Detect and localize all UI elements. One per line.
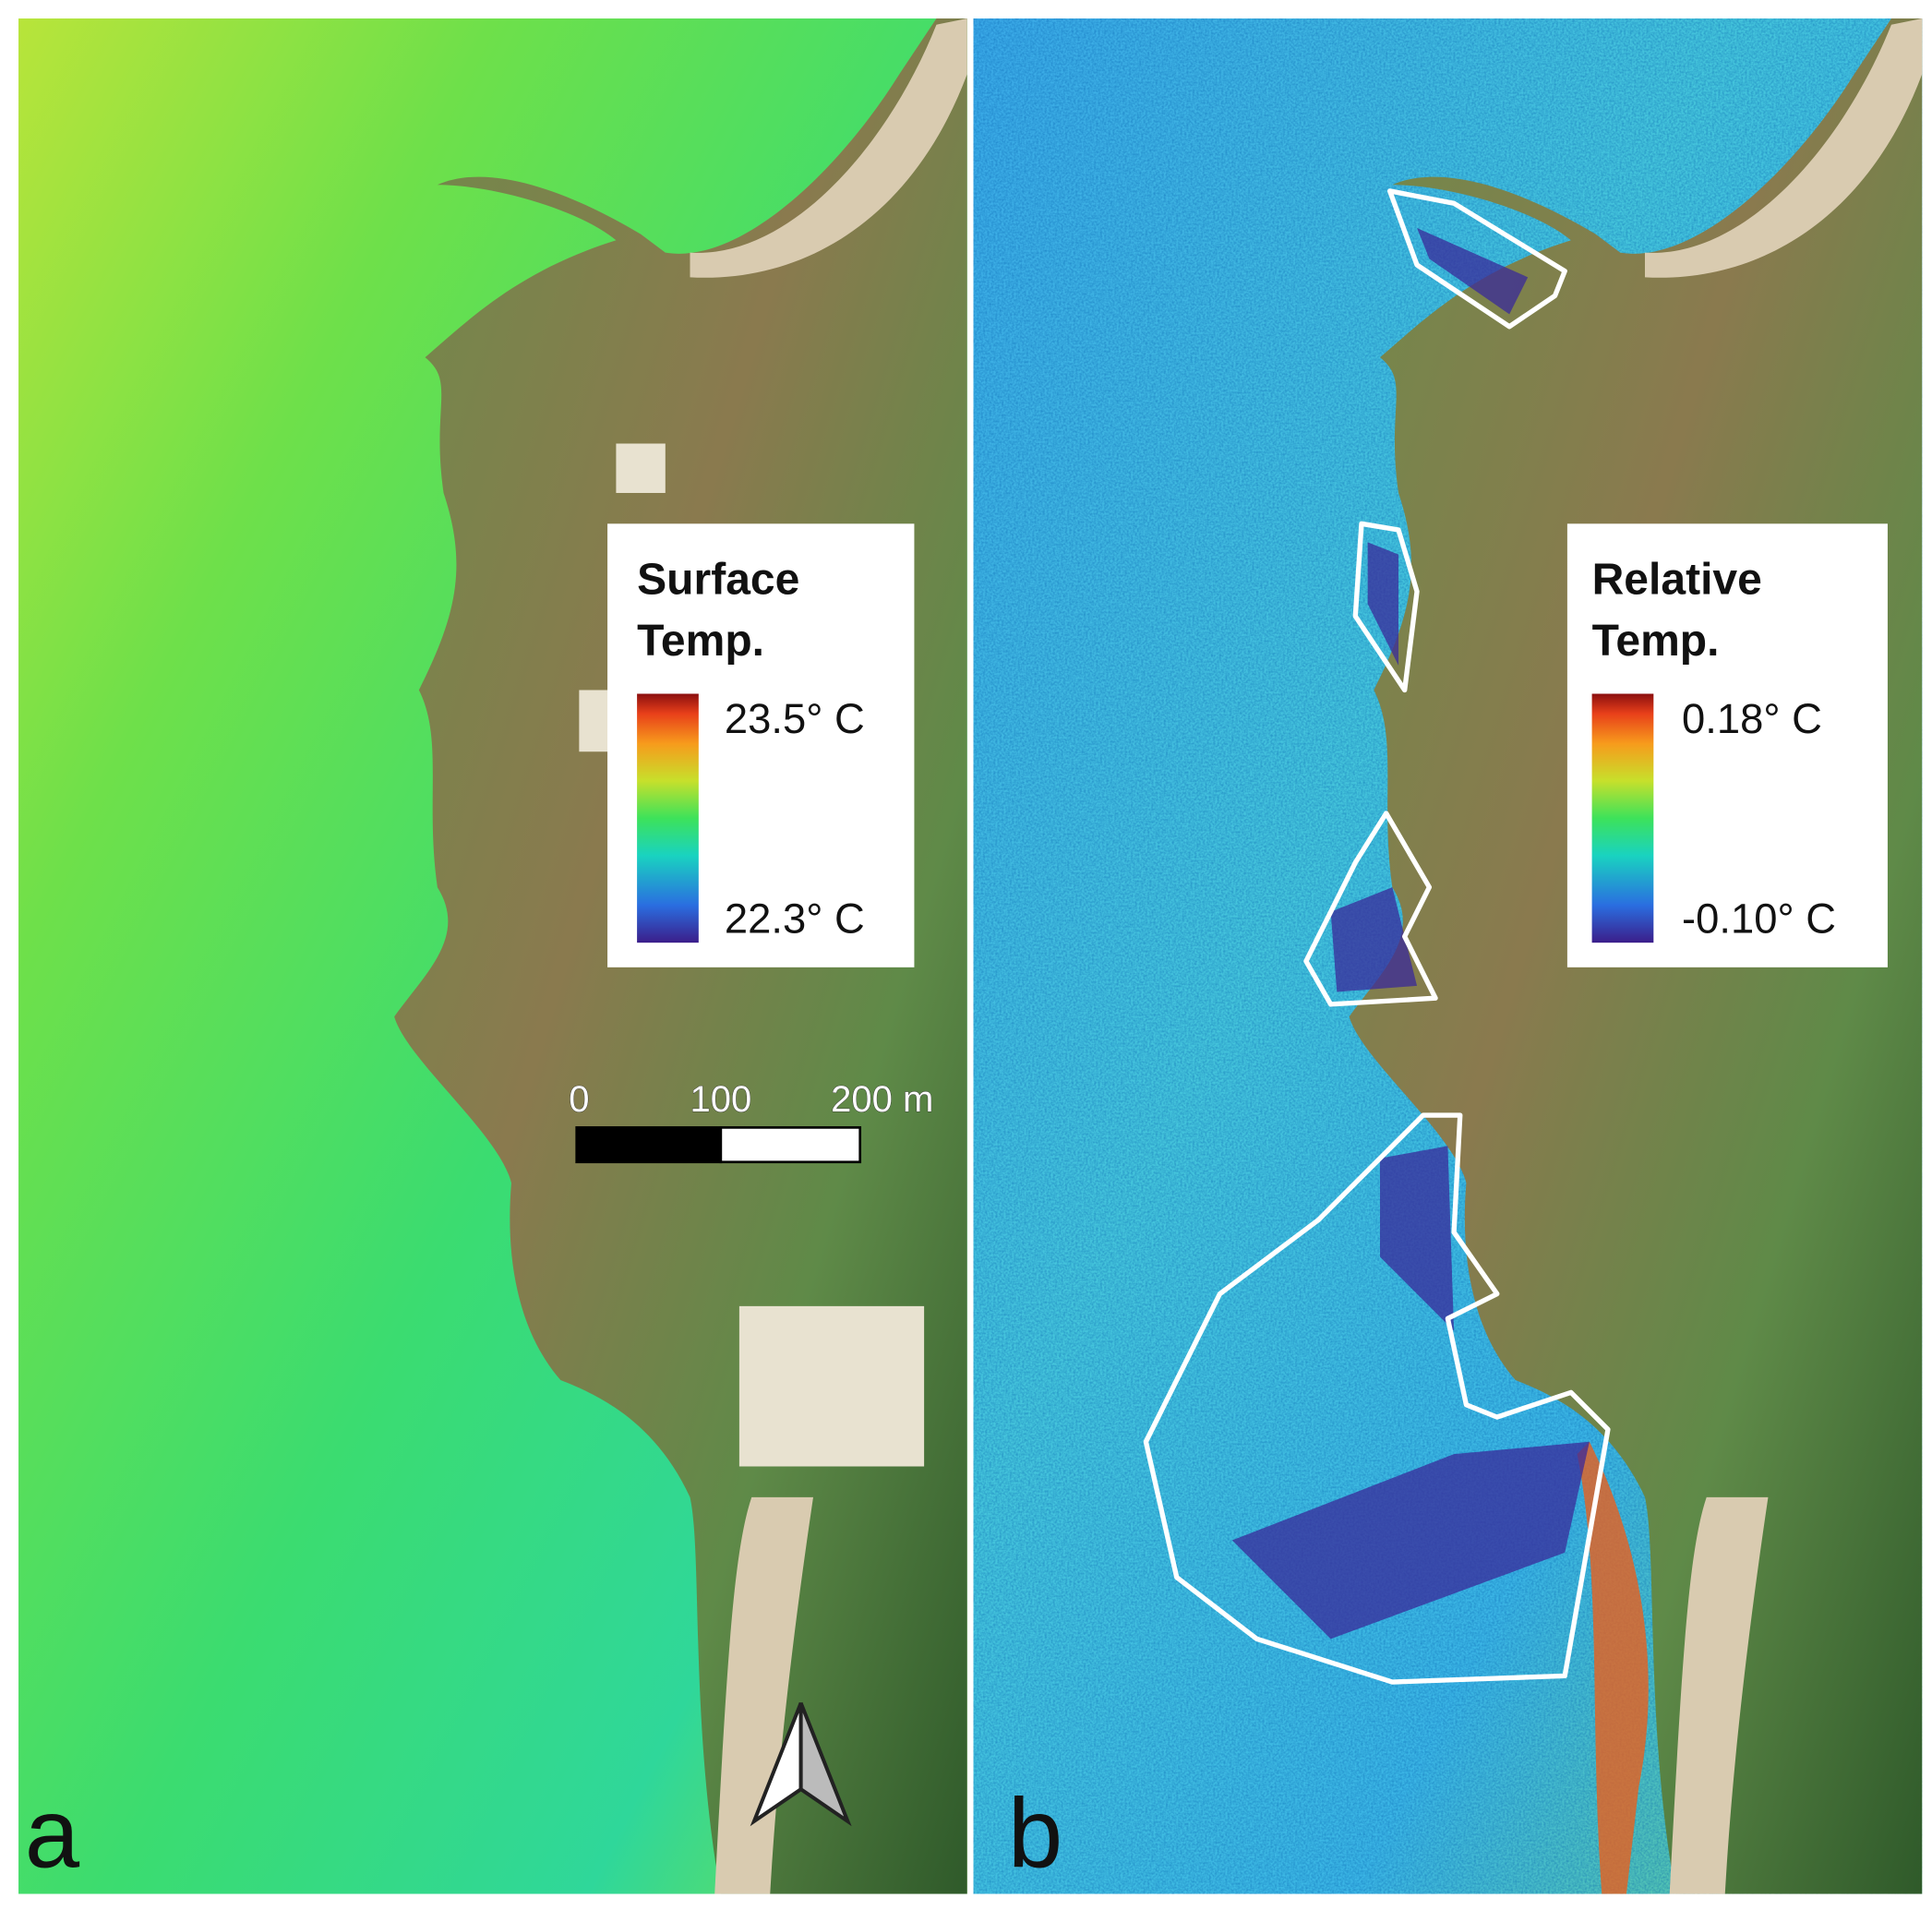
study-outlines <box>1143 188 1611 1685</box>
legend: Surface Temp. 23.5° C 22.3° C <box>607 523 915 967</box>
scale-label: 100 <box>690 1079 751 1120</box>
colorbar <box>637 693 699 943</box>
outline <box>1387 188 1567 330</box>
legend-title: Temp. <box>637 617 764 666</box>
legend-max: 0.18° C <box>1682 695 1822 742</box>
scale-segment <box>719 1126 862 1164</box>
panel-label: a <box>25 1777 80 1888</box>
legend-max: 23.5° C <box>725 695 865 742</box>
panel-label: b <box>1008 1777 1062 1888</box>
warm-zone <box>1577 1441 1649 1894</box>
legend-min: 22.3° C <box>725 895 865 942</box>
cool-zone <box>1231 227 1590 1640</box>
arrow-half <box>798 1701 852 1827</box>
outline <box>1303 811 1438 1007</box>
scale-label: 200 m <box>831 1079 933 1120</box>
legend: Relative Temp. 0.18° C -0.10° C <box>1566 523 1888 967</box>
buildings <box>579 443 925 1467</box>
scale-segment <box>575 1126 723 1164</box>
outline <box>1143 1112 1611 1685</box>
outline <box>1352 521 1420 693</box>
scale-bar: 0 100 200 m <box>569 1079 934 1164</box>
legend-min: -0.10° C <box>1682 895 1836 942</box>
legend-title: Relative <box>1592 555 1762 604</box>
north-arrow <box>750 1701 852 1827</box>
colorbar <box>1591 693 1654 943</box>
legend-title: Temp. <box>1592 617 1720 666</box>
scale-label: 0 <box>569 1079 589 1120</box>
legend-title: Surface <box>637 555 799 604</box>
